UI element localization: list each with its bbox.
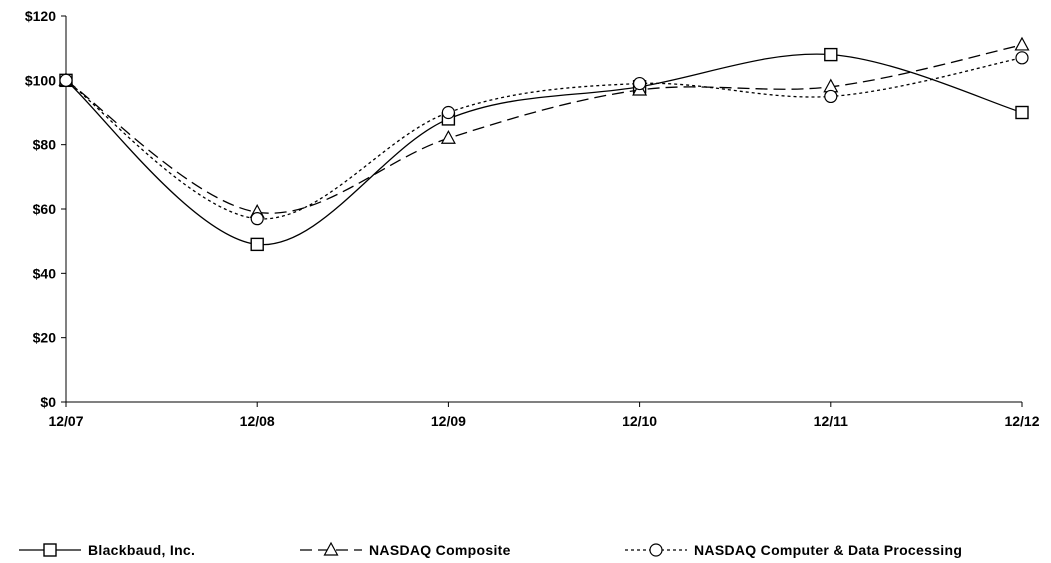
y-tick-label: $120 — [25, 8, 56, 24]
legend-item: NASDAQ Computer & Data Processing — [625, 542, 962, 558]
series-line — [65, 44, 1023, 214]
legend-item: NASDAQ Composite — [300, 541, 511, 558]
legend-label: NASDAQ Composite — [369, 542, 511, 558]
y-tick-label: $100 — [25, 72, 56, 88]
x-tick-label: 12/12 — [1004, 413, 1039, 429]
y-tick-label: $60 — [33, 201, 57, 217]
series-triangle — [58, 36, 1030, 218]
axes: $0 $20 $40 $60 $80 $100 $120 12/07 12/08 12/09 12/… — [25, 8, 1040, 429]
legend-item: Blackbaud, Inc. — [19, 542, 195, 558]
series-circle — [59, 51, 1029, 226]
data-point-triangle — [440, 129, 456, 144]
legend-label: Blackbaud, Inc. — [88, 542, 195, 558]
x-tick-label: 12/08 — [240, 413, 275, 429]
series-square — [59, 47, 1029, 252]
y-tick-label: $20 — [33, 330, 57, 346]
series-line — [65, 53, 1023, 246]
y-tick-label: $80 — [33, 137, 57, 153]
data-point-circle — [632, 76, 647, 91]
y-tick-label: $0 — [40, 394, 56, 410]
legend-marker-triangle — [323, 541, 339, 556]
data-point-square — [824, 47, 838, 62]
series-line — [65, 57, 1023, 220]
data-point-circle — [59, 73, 73, 87]
legend-label: NASDAQ Computer & Data Processing — [694, 542, 962, 558]
data-point-circle — [1015, 51, 1029, 65]
legend-marker-circle — [649, 543, 663, 557]
data-point-square — [250, 237, 264, 252]
x-tick-label: 12/10 — [622, 413, 657, 429]
y-tick-label: $40 — [33, 265, 57, 281]
legend-marker-square — [43, 543, 57, 557]
x-tick-label: 12/09 — [431, 413, 466, 429]
x-tick-label: 12/11 — [814, 413, 848, 429]
data-point-circle — [441, 105, 455, 120]
series-layer — [58, 36, 1030, 252]
data-point-square — [1015, 105, 1029, 120]
legend: Blackbaud, Inc. NASDAQ Composite NASDAQ Co… — [19, 541, 962, 558]
data-point-circle — [824, 89, 838, 104]
data-point-circle — [250, 212, 264, 226]
data-point-triangle — [1014, 36, 1030, 51]
x-tick-label: 12/07 — [48, 413, 83, 429]
